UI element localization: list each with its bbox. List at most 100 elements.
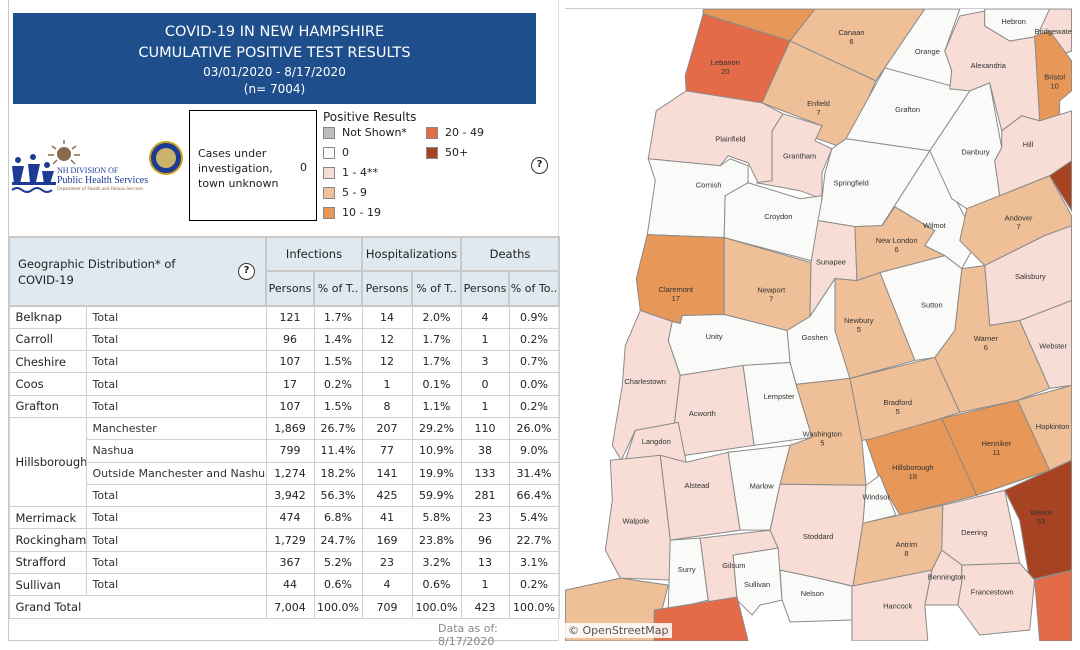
- town-count: 6: [984, 343, 988, 352]
- legend-swatch: [323, 166, 335, 179]
- cases-under-investigation-box: Cases under investigation, town unknown …: [189, 110, 317, 221]
- town-hancock[interactable]: [851, 569, 933, 641]
- value-cell: 0: [460, 372, 510, 396]
- table-row: Outside Manchester and Nashua 1,274 18.2% 1…: [9, 461, 560, 485]
- town-label: Charlestown: [624, 377, 666, 386]
- grand-total-row: Grand Total 7,004 100.0% 709 100.0% 423 100.0%: [8, 595, 560, 619]
- subheader: % of T..: [410, 270, 463, 307]
- value-cell: 9.0%: [508, 439, 560, 463]
- town-claremont[interactable]: [635, 234, 725, 325]
- town-label: Windsor: [862, 493, 890, 502]
- logo-graphic-icon: NH DIVISION OF Public Health Services De…: [11, 140, 183, 193]
- table-row: Coos Total 17 0.2% 1 0.1% 0 0.0%: [8, 372, 560, 396]
- table-row: Cheshire Total 107 1.5% 12 1.7% 3 0.7%: [8, 350, 560, 374]
- legend-label: 0: [342, 146, 349, 159]
- value-cell: 1,869: [265, 416, 315, 441]
- subregion-cell: Total: [85, 573, 267, 597]
- town-hebron[interactable]: [984, 9, 1051, 42]
- town-unlabeled[interactable]: [1048, 159, 1072, 213]
- data-as-of: Data as of: 8/17/2020: [438, 622, 498, 648]
- county-cell: Rockingham: [8, 528, 87, 552]
- legend-label: 50+: [445, 146, 469, 159]
- town-label: Newport: [757, 285, 786, 294]
- legend-label: 10 - 19: [342, 206, 381, 219]
- value-cell: 425: [361, 483, 413, 508]
- value-cell: 38: [460, 439, 510, 463]
- town-alstead[interactable]: [659, 451, 741, 541]
- value-cell: 29.2%: [411, 416, 462, 441]
- subheader: % of T..: [313, 270, 363, 307]
- town-label: Warner: [974, 334, 999, 343]
- value-cell: 474: [265, 506, 315, 530]
- value-cell: 26.7%: [313, 416, 363, 441]
- town-label: Bridgewater: [1034, 27, 1072, 36]
- town-count: 6: [849, 37, 853, 46]
- legend-swatch: [323, 126, 335, 139]
- legend-item[interactable]: 10 - 19: [323, 206, 381, 219]
- value-cell: 1.7%: [411, 350, 462, 374]
- legend-swatch: [426, 126, 438, 139]
- town-label: Claremont: [659, 285, 694, 294]
- legend-item[interactable]: 5 - 9: [323, 186, 367, 199]
- table-help-icon[interactable]: ?: [238, 263, 255, 280]
- town-label: Walpole: [623, 516, 650, 525]
- town-label: Sunapee: [816, 257, 846, 266]
- town-count: 53: [1037, 517, 1045, 526]
- subheader: Persons: [460, 270, 511, 307]
- town-label: Marlow: [750, 481, 775, 490]
- value-cell: 26.0%: [508, 416, 560, 441]
- town-map[interactable]: Lebanon20Canaan6Enfield7OrangeGraftonPla…: [565, 8, 1072, 641]
- town-label: Surry: [678, 565, 696, 574]
- value-cell: 0.6%: [411, 573, 462, 597]
- town-label: Plainfield: [715, 134, 745, 143]
- town-walpole[interactable]: [604, 454, 673, 581]
- town-hillsborough[interactable]: [865, 417, 978, 516]
- town-label: Gilsum: [722, 561, 745, 570]
- legend-item[interactable]: 50+: [426, 146, 468, 159]
- town-unlabeled[interactable]: [1034, 569, 1072, 641]
- grand-total-value: 709: [361, 595, 413, 619]
- value-cell: 367: [265, 550, 315, 575]
- help-icon[interactable]: ?: [531, 157, 548, 174]
- legend-item[interactable]: 1 - 4**: [323, 166, 378, 179]
- value-cell: 1.7%: [313, 305, 363, 329]
- value-cell: 0.2%: [313, 372, 363, 396]
- subregion-cell: Total: [85, 550, 267, 575]
- value-cell: 44: [265, 573, 315, 597]
- value-cell: 1.7%: [411, 327, 462, 352]
- town-label: Acworth: [689, 409, 716, 418]
- town-count: 5: [820, 438, 824, 447]
- county-cell: Sullivan: [8, 573, 87, 597]
- town-label: Deering: [961, 528, 987, 537]
- town-label: Alexandria: [971, 61, 1007, 70]
- value-cell: 19.9%: [411, 461, 462, 485]
- town-label: Lempster: [763, 392, 795, 401]
- grand-total-value: 100.0%: [508, 595, 560, 619]
- subregion-cell: Total: [85, 528, 267, 552]
- subregion-cell: Total: [85, 327, 267, 352]
- town-label: Croydon: [764, 212, 792, 221]
- subheader: Persons: [265, 270, 315, 307]
- value-cell: 22.7%: [508, 528, 560, 552]
- town-plainfield[interactable]: [647, 90, 784, 184]
- subregion-cell: Total: [85, 305, 267, 329]
- subregion-cell: Total: [85, 394, 267, 418]
- map-attribution[interactable]: © OpenStreetMap: [565, 623, 672, 638]
- town-label: Enfield: [807, 99, 830, 108]
- legend-item[interactable]: 20 - 49: [426, 126, 484, 139]
- value-cell: 5.4%: [508, 506, 560, 530]
- subheader: % of To..: [508, 270, 561, 307]
- town-label: Sutton: [921, 301, 943, 310]
- value-cell: 3: [460, 350, 510, 374]
- town-label: Cornish: [696, 181, 722, 190]
- value-cell: 133: [460, 461, 510, 485]
- value-cell: 107: [265, 350, 315, 374]
- grand-total-label: Grand Total: [8, 595, 267, 619]
- legend-item[interactable]: 0: [323, 146, 349, 159]
- value-cell: 77: [361, 439, 413, 463]
- value-cell: 5.2%: [313, 550, 363, 575]
- value-cell: 4: [361, 573, 413, 597]
- town-francestown[interactable]: [957, 562, 1036, 636]
- cases-unknown-value: 0: [300, 161, 307, 174]
- legend-item[interactable]: Not Shown*: [323, 126, 407, 139]
